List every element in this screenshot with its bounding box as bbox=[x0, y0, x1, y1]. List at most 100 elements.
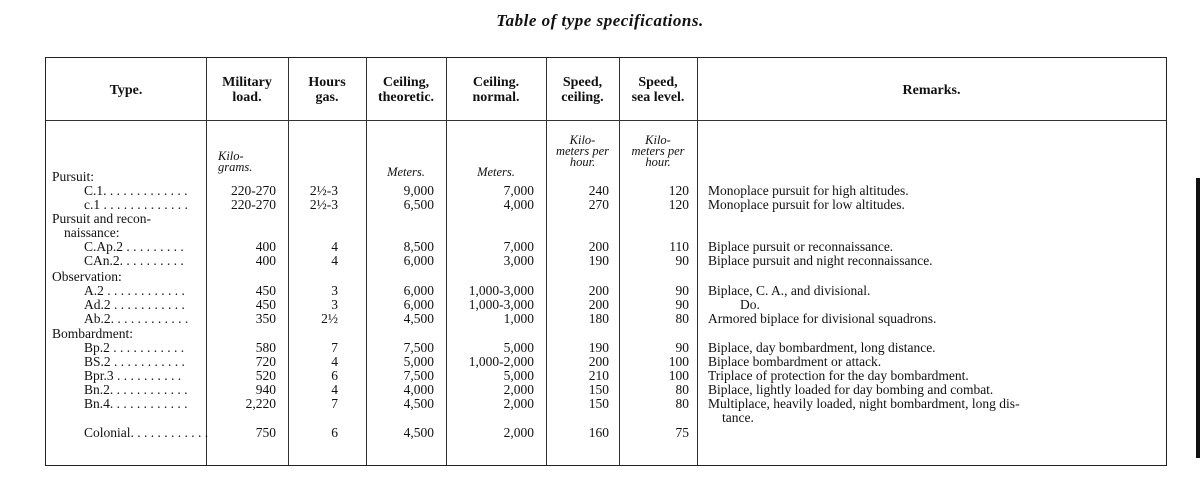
table-row: Bp.2 . . . . . . . . . . . 580 7 7,500 5,000… bbox=[46, 341, 1166, 355]
speed-c-cell: 200 bbox=[588, 297, 609, 312]
ceil-t-cell: 9,000 bbox=[403, 183, 434, 198]
ceil-n-cell: 2,000 bbox=[503, 396, 534, 411]
speed-c-cell: 240 bbox=[588, 183, 609, 198]
speed-s-cell: 80 bbox=[675, 311, 690, 326]
col-divider bbox=[366, 58, 367, 465]
table-row: naissance: bbox=[46, 226, 1166, 240]
type-cell: Pursuit: bbox=[52, 169, 95, 184]
type-cell: A.2 . . . . . . . . . . . . bbox=[84, 283, 185, 298]
col-divider bbox=[446, 58, 447, 465]
type-cell: Bpr.3 . . . . . . . . . . bbox=[84, 368, 182, 383]
ceil-n-cell: 1,000-3,000 bbox=[468, 283, 534, 298]
remarks-cell: Biplace bombardment or attack. bbox=[708, 354, 882, 369]
speed-c-cell: 200 bbox=[588, 283, 609, 298]
ceil-t-cell: 7,500 bbox=[403, 368, 434, 383]
header-ceiling-theoretic: Ceiling, theoretic. bbox=[377, 75, 435, 105]
table-row: Pursuit: bbox=[46, 170, 1166, 184]
ceil-n-cell: 2,000 bbox=[503, 382, 534, 397]
table-row: Colonial. . . . . . . . . . . . 750 6 4,500… bbox=[46, 426, 1166, 440]
type-cell: C.1. . . . . . . . . . . . . bbox=[84, 183, 188, 198]
load-cell: 400 bbox=[255, 253, 276, 268]
speed-c-cell: 200 bbox=[588, 354, 609, 369]
speed-s-cell: 75 bbox=[675, 425, 690, 440]
type-cell: C.Ap.2 . . . . . . . . . bbox=[84, 239, 184, 254]
speed-s-cell: 110 bbox=[669, 239, 689, 254]
header-speed-sea-level: Speed, sea level. bbox=[631, 75, 685, 105]
table-row: c.1 . . . . . . . . . . . . . 220-270 2½-3… bbox=[46, 198, 1166, 212]
speed-c-cell: 190 bbox=[588, 340, 609, 355]
ceil-t-cell: 4,500 bbox=[403, 396, 434, 411]
units-military-load: Kilo- grams. bbox=[218, 149, 253, 174]
remarks-cell: Do. bbox=[740, 297, 760, 312]
load-cell: 450 bbox=[255, 297, 276, 312]
speed-s-cell: 120 bbox=[668, 197, 689, 212]
load-cell: 940 bbox=[255, 382, 276, 397]
ceil-t-cell: 4,000 bbox=[403, 382, 434, 397]
speed-s-cell: 90 bbox=[675, 340, 690, 355]
type-cell: CAn.2. . . . . . . . . . bbox=[84, 253, 184, 268]
speed-s-cell: 100 bbox=[668, 368, 689, 383]
remarks-continuation: tance. bbox=[722, 410, 754, 425]
type-cell: naissance: bbox=[64, 225, 120, 240]
ceil-t-cell: 6,500 bbox=[403, 197, 434, 212]
col-divider bbox=[697, 58, 698, 465]
load-cell: 580 bbox=[255, 340, 276, 355]
hours-cell: 3 bbox=[331, 297, 338, 312]
type-cell: Ab.2. . . . . . . . . . . . bbox=[84, 311, 189, 326]
type-cell: Bp.2 . . . . . . . . . . . bbox=[84, 340, 185, 355]
table-row: Ad.2 . . . . . . . . . . . 450 3 6,000 1,000… bbox=[46, 298, 1166, 312]
table-row: Bpr.3 . . . . . . . . . . 520 6 7,500 5,000 2… bbox=[46, 369, 1166, 383]
ceil-n-cell: 4,000 bbox=[503, 197, 534, 212]
hours-cell: 7 bbox=[331, 340, 338, 355]
type-cell: Bn.4. . . . . . . . . . . . bbox=[84, 396, 188, 411]
hours-cell: 2½-3 bbox=[309, 197, 338, 212]
type-cell: BS.2 . . . . . . . . . . . bbox=[84, 354, 185, 369]
remarks-cell: Biplace, lightly loaded for day bombing … bbox=[708, 382, 994, 397]
ceil-t-cell: 4,500 bbox=[403, 425, 434, 440]
type-cell: Bn.2. . . . . . . . . . . . bbox=[84, 382, 188, 397]
ceil-t-cell: 8,500 bbox=[403, 239, 434, 254]
load-cell: 720 bbox=[255, 354, 276, 369]
hours-cell: 4 bbox=[331, 239, 338, 254]
load-cell: 220-270 bbox=[231, 197, 276, 212]
type-cell: Bombardment: bbox=[52, 326, 133, 341]
col-divider bbox=[619, 58, 620, 465]
hours-cell: 4 bbox=[331, 354, 338, 369]
col-divider bbox=[288, 58, 289, 465]
ceil-n-cell: 7,000 bbox=[503, 183, 534, 198]
type-cell: Ad.2 . . . . . . . . . . . bbox=[84, 297, 185, 312]
load-cell: 400 bbox=[255, 239, 276, 254]
units-speed-sea-level: Kilo- meters per hour. bbox=[631, 133, 685, 169]
ceil-n-cell: 7,000 bbox=[503, 239, 534, 254]
header-ceiling-normal: Ceiling. normal. bbox=[472, 75, 520, 105]
ceil-t-cell: 6,000 bbox=[403, 253, 434, 268]
hours-cell: 6 bbox=[331, 368, 338, 383]
table-row: C.1. . . . . . . . . . . . . 220-270 2½-3 9… bbox=[46, 184, 1166, 198]
units-speed-ceiling: Kilo- meters per hour. bbox=[555, 133, 610, 169]
ceil-t-cell: 6,000 bbox=[403, 297, 434, 312]
type-cell: c.1 . . . . . . . . . . . . . bbox=[84, 197, 188, 212]
header-military-load: Military load. bbox=[222, 75, 272, 105]
ceil-n-cell: 2,000 bbox=[503, 425, 534, 440]
table-row: Bn.2. . . . . . . . . . . . 940 4 4,000 2,00… bbox=[46, 383, 1166, 397]
remarks-cell: Biplace, day bombardment, long distance. bbox=[708, 340, 936, 355]
speed-s-cell: 90 bbox=[675, 297, 690, 312]
speed-s-cell: 90 bbox=[675, 283, 690, 298]
table-row: C.Ap.2 . . . . . . . . . 400 4 8,500 7,000 20… bbox=[46, 240, 1166, 254]
speed-s-cell: 120 bbox=[668, 183, 689, 198]
hours-cell: 7 bbox=[331, 396, 338, 411]
col-divider bbox=[546, 58, 547, 465]
ceil-t-cell: 7,500 bbox=[403, 340, 434, 355]
load-cell: 350 bbox=[255, 311, 276, 326]
type-cell: Colonial. . . . . . . . . . . . bbox=[84, 425, 209, 440]
speed-c-cell: 200 bbox=[588, 239, 609, 254]
col-divider bbox=[206, 58, 207, 465]
page-edge-mark bbox=[1196, 178, 1200, 458]
remarks-cell: Monoplace pursuit for low altitudes. bbox=[708, 197, 905, 212]
ceil-t-cell: 6,000 bbox=[403, 283, 434, 298]
speed-s-cell: 90 bbox=[675, 253, 690, 268]
type-cell: Pursuit and recon- bbox=[52, 211, 151, 226]
ceil-n-cell: 1,000-2,000 bbox=[468, 354, 534, 369]
speed-s-cell: 100 bbox=[668, 354, 689, 369]
remarks-cell: Monoplace pursuit for high altitudes. bbox=[708, 183, 909, 198]
